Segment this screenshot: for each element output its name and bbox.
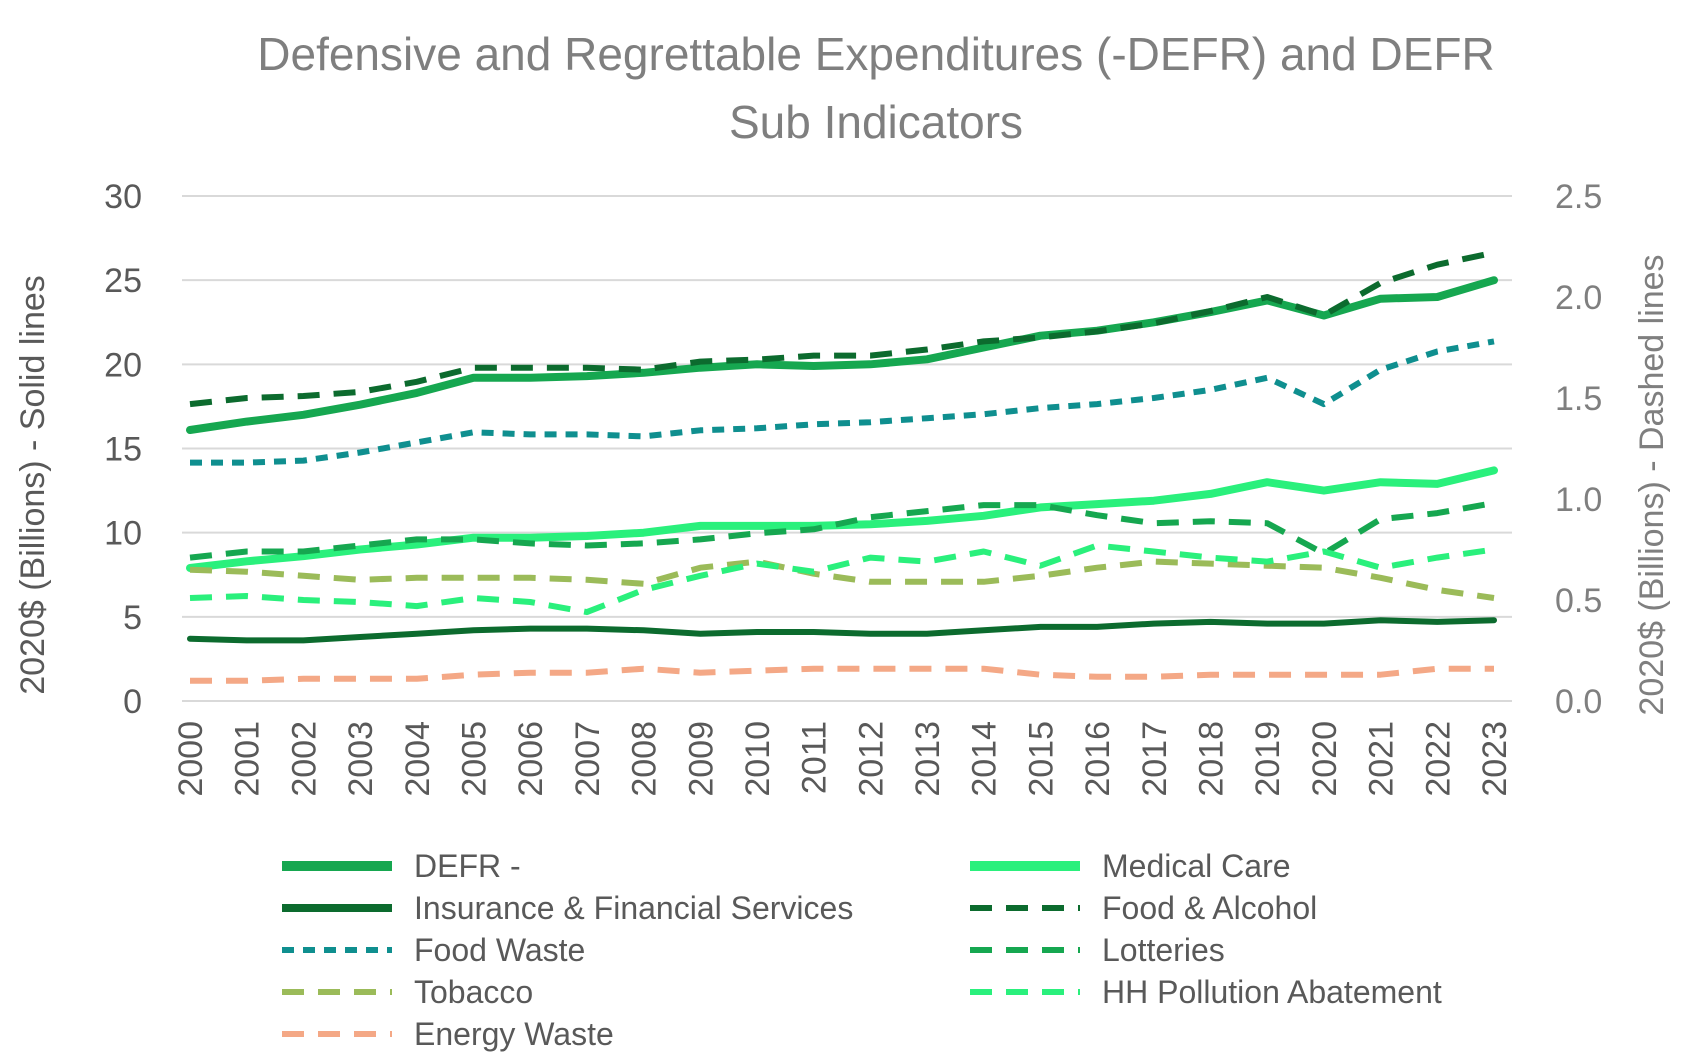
legend-label: Insurance & Financial Services — [414, 890, 853, 926]
legend-label: Medical Care — [1102, 848, 1291, 884]
series-lines — [186, 249, 1498, 684]
x-tick-label: 2021 — [1363, 721, 1401, 797]
legend-label: Food & Alcohol — [1102, 890, 1317, 926]
chart-title-line-1: Defensive and Regrettable Expenditures (… — [257, 28, 1494, 80]
legend: DEFR - Medical Care Insurance & Financial … — [282, 848, 1442, 1052]
x-tick-label: 2011 — [796, 721, 834, 794]
y-tick-label: 10 — [104, 515, 142, 553]
y-tick-label: 0 — [123, 683, 142, 721]
legend-item: Insurance & Financial Services — [282, 890, 853, 926]
x-tick-label: 2003 — [342, 721, 380, 797]
y2-tick-label: 1.5 — [1555, 380, 1602, 418]
y-tick-label: 30 — [104, 178, 142, 216]
y-tick-label: 5 — [123, 599, 142, 637]
x-tick-label: 2010 — [739, 721, 777, 797]
series-line-lotteries — [189, 500, 1495, 561]
x-tick-label: 2005 — [455, 721, 493, 797]
y2-tick-label: 0.5 — [1555, 582, 1602, 620]
y-tick-label: 25 — [104, 262, 142, 300]
x-tick-label: 2023 — [1476, 721, 1514, 797]
x-tick-label: 2015 — [1022, 721, 1060, 797]
right-axis-label: 2020$ (Billions) - Dashed lines — [1633, 254, 1671, 715]
x-tick-label: 2008 — [626, 721, 664, 797]
x-tick-label: 2012 — [852, 721, 890, 797]
x-tick-label: 2013 — [909, 721, 947, 797]
x-tick-label: 2001 — [229, 721, 267, 797]
x-tick-label: 2019 — [1249, 721, 1287, 797]
y-tick-label: 20 — [104, 346, 142, 384]
series-line-food-waste — [190, 338, 1495, 466]
x-tick-label: 2020 — [1306, 721, 1344, 797]
legend-label: HH Pollution Abatement — [1102, 974, 1442, 1010]
legend-label: Energy Waste — [414, 1016, 614, 1052]
legend-item: Tobacco — [282, 974, 533, 1010]
y2-tick-label: 0.0 — [1555, 683, 1602, 721]
legend-label: Food Waste — [414, 932, 585, 968]
legend-item: Food Waste — [282, 932, 585, 968]
legend-item: DEFR - — [282, 848, 521, 884]
legend-item: Lotteries — [970, 932, 1225, 968]
y2-tick-label: 2.0 — [1555, 279, 1602, 317]
left-axis-label: 2020$ (Billions) - Solid lines — [14, 275, 52, 695]
legend-label: Lotteries — [1102, 932, 1225, 968]
x-tick-label: 2016 — [1079, 721, 1117, 797]
legend-label: Tobacco — [414, 974, 533, 1010]
series-line-energy-waste — [190, 665, 1494, 684]
x-tick-label: 2014 — [966, 721, 1004, 797]
x-tick-label: 2022 — [1419, 721, 1457, 797]
series-line-hh-pollution-abatement — [189, 542, 1495, 616]
series-line-tobacco — [189, 558, 1495, 601]
legend-item: Medical Care — [970, 848, 1291, 884]
x-tick-label: 2018 — [1193, 721, 1231, 797]
right-axis-ticks: 0.0 0.5 1.0 1.5 2.0 2.5 — [1555, 178, 1602, 721]
chart-title-line-2: Sub Indicators — [729, 96, 1023, 148]
x-tick-label: 2002 — [285, 721, 323, 797]
series-line-insurance-financial-services — [187, 617, 1497, 644]
x-tick-label: 2000 — [172, 721, 210, 797]
x-axis-ticks: 2000 2001 2002 2003 2004 2005 2006 2007 2008 2009… — [172, 721, 1514, 797]
x-tick-label: 2007 — [569, 721, 607, 797]
left-axis-ticks: 0 5 10 15 20 25 30 — [104, 178, 142, 721]
x-tick-label: 2009 — [682, 721, 720, 797]
x-tick-label: 2017 — [1136, 721, 1174, 797]
x-tick-label: 2006 — [512, 721, 550, 797]
series-line-food-alcohol — [189, 249, 1495, 408]
y2-tick-label: 1.0 — [1555, 481, 1602, 519]
y2-tick-label: 2.5 — [1555, 178, 1602, 216]
legend-item: HH Pollution Abatement — [970, 974, 1442, 1010]
legend-label: DEFR - — [414, 848, 521, 884]
legend-item: Energy Waste — [282, 1016, 614, 1052]
y-tick-label: 15 — [104, 431, 142, 469]
legend-item: Food & Alcohol — [970, 890, 1317, 926]
x-tick-label: 2004 — [399, 721, 437, 797]
